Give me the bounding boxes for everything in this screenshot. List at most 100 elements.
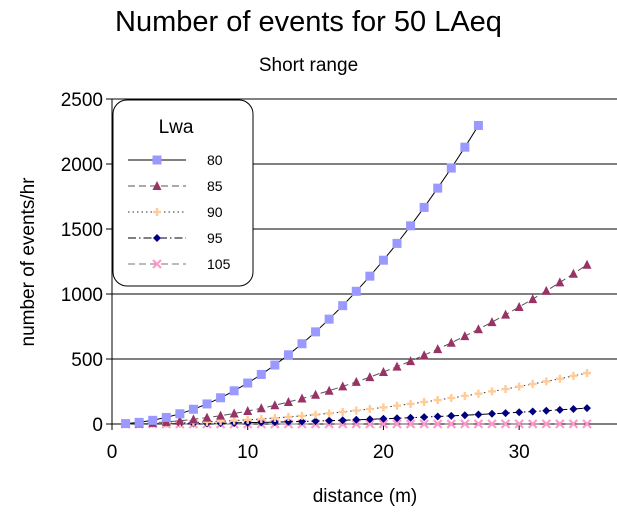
data-point [514,419,524,429]
data-point [433,396,442,405]
data-point [433,344,443,354]
y-tick-label: 500 [71,350,103,371]
data-point [514,302,524,311]
chart-subtitle: Short range [258,55,359,76]
legend: Lwa 80 85 90 95 105 [112,99,254,287]
data-point [152,259,162,269]
data-point [433,412,442,421]
legend-label: 80 [207,152,223,168]
data-point [392,419,402,429]
data-point [311,410,320,419]
data-point [152,181,162,190]
data-point [256,403,266,413]
data-point [446,337,456,347]
data-point [406,413,415,422]
data-point [583,369,591,378]
data-point [216,393,226,403]
data-point [284,412,293,421]
data-point [501,385,510,394]
data-point [446,163,456,173]
data-point [392,361,402,371]
y-axis-label: number of events/hr [18,177,39,347]
data-point [528,294,538,304]
data-point [270,360,280,370]
data-point [569,371,578,380]
data-point [420,397,429,406]
data-point [325,409,334,418]
data-point [487,419,497,429]
legend-item-90: 90 [128,204,223,220]
data-point [175,409,185,419]
data-point [500,419,511,429]
data-point [541,419,552,429]
y-tick-label: 1000 [61,285,103,306]
x-tick-label: 10 [237,442,258,463]
data-point [515,382,524,391]
data-point [406,399,415,408]
data-point [378,255,388,265]
data-point [393,414,401,423]
data-point [243,406,253,415]
data-point [230,416,239,425]
data-point [298,417,306,426]
x-tick-label: 30 [509,442,530,463]
data-point [352,415,361,424]
data-point [393,401,401,410]
data-point [365,271,375,281]
data-point [153,208,161,216]
data-point [311,417,320,426]
data-point [392,238,402,248]
data-point [378,367,388,376]
series-group [120,120,592,429]
series-80 [121,120,483,429]
data-point [473,324,483,334]
data-point [188,404,198,414]
data-point [351,419,362,429]
data-point [420,413,429,422]
data-point [419,202,429,212]
data-point [542,406,551,415]
data-point [460,411,469,420]
data-point [446,419,457,429]
data-point [324,314,334,324]
data-point [243,378,253,388]
data-point [216,410,226,420]
data-point [542,377,551,386]
data-point [325,416,334,425]
chart-title: Number of events for 50 LAeq [115,6,502,38]
data-point [365,404,374,413]
data-point [148,415,158,425]
data-point [311,327,321,337]
legend-item-105: 105 [128,256,231,272]
legend-item-80: 80 [128,152,223,168]
x-axis-label: distance (m) [313,486,418,507]
data-point [153,234,161,242]
legend-label: 105 [207,256,231,272]
data-point [324,385,334,395]
data-point [473,419,484,429]
data-point [257,414,266,423]
y-tick-label: 2000 [61,155,103,176]
data-point [298,411,306,420]
data-point [460,419,470,429]
data-point [419,350,429,360]
data-point [541,285,551,295]
data-point [569,404,578,413]
data-point [460,142,470,152]
data-point [488,387,496,396]
data-point [405,419,416,429]
data-point [379,403,388,412]
data-point [460,331,470,341]
legend-box [112,99,254,287]
data-point [270,400,280,410]
data-point [488,409,496,418]
x-tick-label: 20 [373,442,394,463]
data-point [352,406,361,415]
legend-item-85: 85 [128,178,223,194]
data-point [528,407,537,416]
data-point [555,405,564,414]
data-point [555,374,564,383]
data-point [433,183,443,193]
